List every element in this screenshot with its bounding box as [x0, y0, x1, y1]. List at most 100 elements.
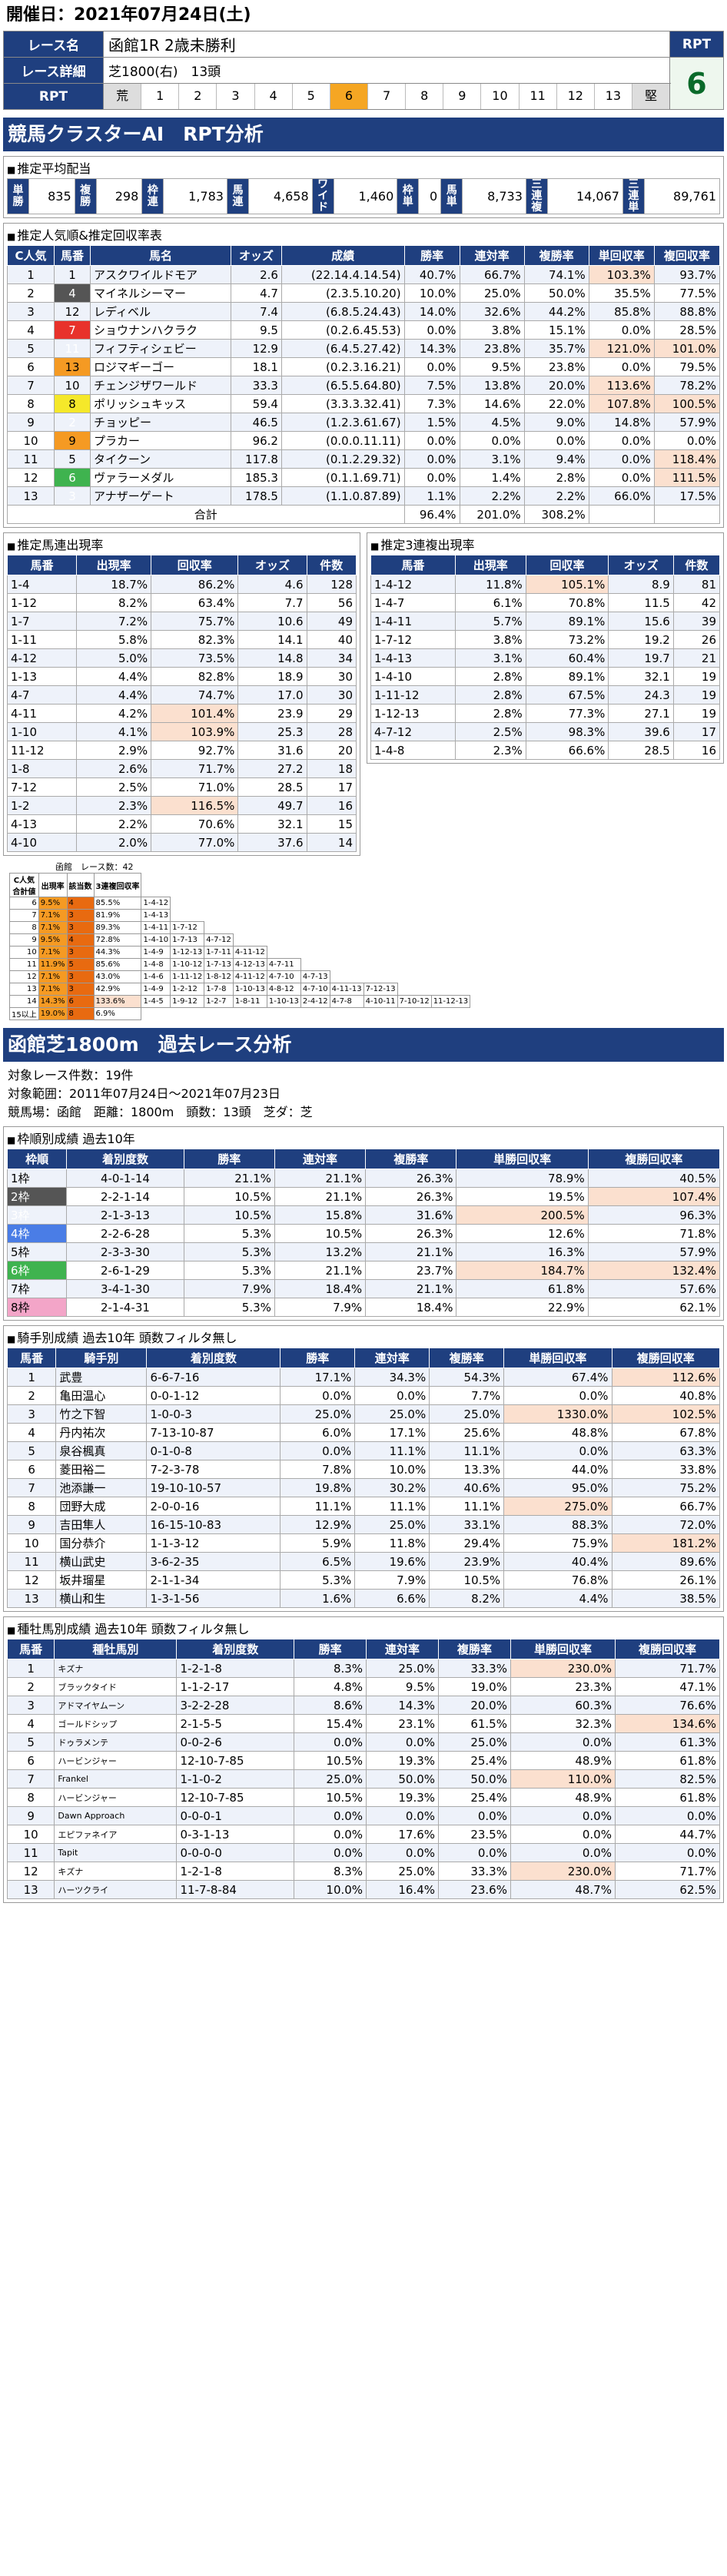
mini-combo: 1-4-13 — [141, 909, 171, 922]
cell: 6.1% — [454, 593, 526, 612]
rate: 118.4% — [653, 449, 721, 469]
mini-combo: 4-7-8 — [329, 995, 364, 1008]
mini-cell: 14 — [9, 995, 39, 1008]
mini-cell: 9.5% — [38, 897, 68, 910]
cell: 8.3% — [294, 1659, 367, 1678]
cell: 33.1% — [429, 1515, 505, 1534]
cell: 27.1 — [608, 704, 674, 723]
col-header: 連対率 — [366, 1639, 440, 1659]
table-row: 1-4-12 11.8% 105.1% 8.9 81 — [370, 575, 721, 594]
cell: 75.7% — [151, 612, 239, 631]
cell: 77.3% — [525, 704, 609, 723]
cell: 2-2-1-14 — [66, 1187, 184, 1206]
mini-combo: 2-4-12 — [300, 995, 330, 1008]
cell: 13 — [6, 1880, 55, 1899]
umaren-table: 馬番 出現率 回収率 オッズ 件数 1-4 18.7% 86.2% 4.6 128 1-12 8.2%… — [6, 555, 357, 852]
mini-combo: 1-4-6 — [141, 970, 171, 983]
payout-key: 枠単 — [397, 178, 420, 214]
table-row: 5 泉谷楓真 0-1-0-8 0.0% 11.1% 11.1% 0.0% 63.3% — [6, 1441, 721, 1460]
table-row: 7 10 チェンジザワールド 33.3 (6.5.5.64.80) 7.5% 13.8% 20… — [7, 376, 721, 395]
cell: 54.3% — [429, 1368, 505, 1387]
mini-combo: 1-7-12 — [170, 921, 205, 934]
cell: 14.8 — [237, 648, 307, 668]
cell: 60.3% — [510, 1696, 616, 1715]
mini-combo: 1-12-13 — [170, 946, 205, 959]
odds: 18.1 — [230, 357, 282, 376]
cell: 3-4-1-30 — [66, 1279, 184, 1298]
cell: 132.4% — [587, 1261, 721, 1280]
pop-rank: 2 — [7, 283, 55, 303]
cell: 5 — [6, 1441, 57, 1460]
cell: 19.7 — [608, 648, 674, 668]
race-detail-label: レース詳細 — [3, 57, 104, 84]
cell: 29.4% — [429, 1533, 505, 1553]
cell: 11.1% — [354, 1441, 430, 1460]
mini-row: 14 14.3% 6 133.6% 1-4-5 1-9-12 1-2-7 1-8-11 1-10… — [9, 995, 471, 1008]
cell: 3.1% — [454, 648, 526, 668]
cell: 4.4% — [503, 1589, 612, 1608]
table-row: 7 Frankel 1-1-0-2 25.0% 50.0% 50.0% 110.0% 82.5… — [6, 1769, 721, 1789]
rate: 14.8% — [588, 413, 655, 432]
cell: 3 — [6, 1404, 57, 1424]
rpt-cell: 6 — [329, 84, 367, 109]
cell: 10.0% — [354, 1460, 430, 1479]
cell: 4-7 — [6, 685, 78, 705]
table-row: 11-12 2.9% 92.7% 31.6 20 — [6, 741, 357, 760]
cell: 57.6% — [587, 1279, 721, 1298]
cell: 4.1% — [76, 722, 152, 741]
pop-rank: 4 — [7, 320, 55, 340]
cell: 8枠 — [6, 1298, 68, 1317]
table-row: 3枠 2-1-3-13 10.5% 15.8% 31.6% 200.5% 96.3% — [6, 1205, 721, 1225]
odds: 178.5 — [230, 486, 282, 506]
table-row: 5 ドゥラメンテ 0-0-2-6 0.0% 0.0% 25.0% 0.0% 61.3% — [6, 1732, 721, 1752]
table-row: 8枠 2-1-4-31 5.3% 7.9% 18.4% 22.9% 62.1% — [6, 1298, 721, 1317]
cell: 6 — [6, 1460, 57, 1479]
horse-number: 5 — [53, 449, 91, 469]
cell: 23.7% — [365, 1261, 457, 1280]
col-header: 複回収率 — [653, 245, 721, 266]
col-header: 騎手別 — [55, 1348, 148, 1368]
cell: 29 — [306, 704, 357, 723]
rate: 17.5% — [653, 486, 721, 506]
cell: 40.4% — [503, 1552, 612, 1571]
table-row: 12 坂井瑠星 2-1-1-34 5.3% 7.9% 10.5% 76.8% 26.1% — [6, 1570, 721, 1590]
rate: 22.0% — [523, 394, 589, 413]
col-header: 件数 — [306, 555, 357, 575]
cell: 1330.0% — [503, 1404, 612, 1424]
payout-value: 1,783 — [163, 178, 227, 214]
rate: 107.8% — [588, 394, 655, 413]
col-header: 着別度数 — [66, 1149, 184, 1169]
horse-name: レディベル — [90, 302, 231, 321]
cell: 2-1-3-13 — [66, 1205, 184, 1225]
cell: 17 — [672, 722, 721, 741]
cell: 67.4% — [503, 1368, 612, 1387]
mini-cell: 12 — [9, 970, 39, 983]
pop-rank: 1 — [7, 265, 55, 284]
cell: 33.3% — [438, 1659, 511, 1678]
record: (0.1.1.69.71) — [281, 468, 405, 487]
cell: 61.5% — [438, 1714, 511, 1733]
horse-name: アナザーゲート — [90, 486, 231, 506]
mini-cell: 8 — [9, 921, 39, 934]
cell: 75.9% — [503, 1533, 612, 1553]
table-row: 4 ゴールドシップ 2-1-5-5 15.4% 23.1% 61.5% 32.3% 134.6… — [6, 1714, 721, 1733]
payout-key: 馬単 — [440, 178, 463, 214]
cell: 2 — [6, 1386, 57, 1405]
cell: 74.7% — [151, 685, 239, 705]
cell: 10 — [6, 1533, 57, 1553]
table-row: 11 Tapit 0-0-0-0 0.0% 0.0% 0.0% 0.0% 0.0% — [6, 1843, 721, 1862]
cell: 4-7-12 — [370, 722, 456, 741]
cell: 73.2% — [525, 630, 609, 649]
cell: 1-7-12 — [370, 630, 456, 649]
table-row: 1 武豊 6-6-7-16 17.1% 34.3% 54.3% 67.4% 112.6% — [6, 1368, 721, 1387]
table-row: 13 3 アナザーゲート 178.5 (1.1.0.87.89) 1.1% 2.2% 2.2%… — [7, 486, 721, 506]
rpt-scale: 荒 1 2 3 4 5 6 7 8 9 10 11 12 13 堅 — [103, 83, 670, 110]
col-header: 単勝回収率 — [456, 1149, 589, 1169]
odds: 7.4 — [230, 302, 282, 321]
col-header: C人気 — [7, 245, 55, 266]
record: (2.3.5.10.20) — [281, 283, 405, 303]
cell: 23.9 — [237, 704, 307, 723]
cell: 0.0% — [366, 1843, 440, 1862]
cell: 池添謙一 — [55, 1478, 148, 1497]
cell: 75.2% — [611, 1478, 721, 1497]
